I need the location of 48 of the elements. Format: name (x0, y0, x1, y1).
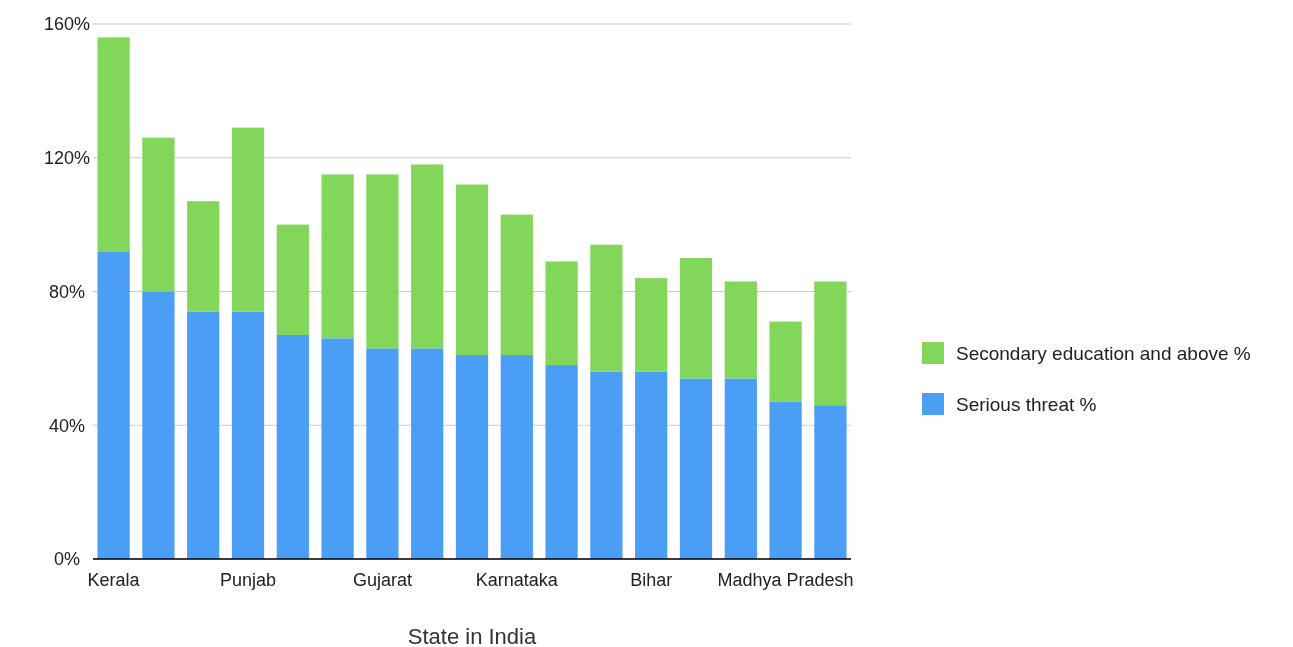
bar (366, 348, 399, 559)
bar (187, 311, 220, 559)
bar (276, 334, 309, 559)
bar (97, 251, 130, 559)
bar (590, 244, 623, 372)
y-tick-label: 80% (48, 281, 86, 302)
bar (231, 127, 265, 312)
x-tick-label: Gujarat (352, 569, 412, 590)
bar (814, 281, 847, 406)
bar (366, 174, 399, 349)
bar (411, 164, 444, 349)
x-tick-label: Punjab (219, 569, 277, 590)
bar (545, 365, 578, 559)
bar (590, 371, 623, 559)
bar (142, 137, 175, 292)
bar (500, 214, 533, 356)
bar (635, 371, 668, 559)
y-tick-label: 0% (53, 549, 81, 570)
bar (769, 401, 802, 559)
bar (500, 355, 533, 559)
y-tick-label: 160% (43, 14, 91, 35)
x-tick-label: Karnataka (475, 569, 559, 590)
y-tick-label: 40% (48, 415, 86, 436)
bar (187, 201, 220, 312)
y-tick-label: 120% (43, 148, 91, 169)
bar (769, 321, 802, 402)
bar (411, 348, 444, 559)
bar (231, 311, 265, 559)
bar (321, 174, 354, 339)
bar (455, 184, 489, 356)
bar (321, 338, 354, 559)
x-tick-label: Kerala (87, 569, 141, 590)
bar (545, 261, 578, 366)
bar (97, 37, 130, 252)
x-tick-label: Bihar (630, 569, 673, 590)
bar (814, 405, 847, 559)
bar (142, 291, 175, 559)
x-axis-title: State in India (407, 624, 537, 647)
bar (276, 224, 309, 335)
x-tick-label: Madhya Pradesh (717, 569, 854, 590)
bar (724, 281, 757, 379)
legend-label: Serious threat % (956, 393, 1097, 415)
bar (635, 278, 668, 372)
bar (679, 258, 713, 379)
bar (724, 378, 757, 559)
legend-label: Secondary education and above % (956, 342, 1251, 364)
bar (455, 355, 489, 559)
bar (679, 378, 713, 559)
